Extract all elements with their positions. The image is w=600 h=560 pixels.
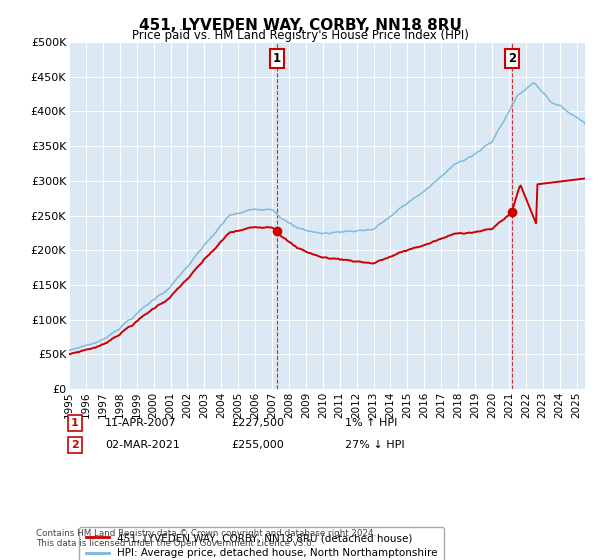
Text: 451, LYVEDEN WAY, CORBY, NN18 8RU: 451, LYVEDEN WAY, CORBY, NN18 8RU	[139, 18, 461, 33]
Text: 1: 1	[71, 418, 79, 428]
Text: 1% ↑ HPI: 1% ↑ HPI	[345, 418, 397, 428]
Text: 27% ↓ HPI: 27% ↓ HPI	[345, 440, 404, 450]
Text: 1: 1	[272, 52, 281, 65]
Text: This data is licensed under the Open Government Licence v3.0.: This data is licensed under the Open Gov…	[36, 539, 314, 548]
Text: £255,000: £255,000	[231, 440, 284, 450]
Text: Price paid vs. HM Land Registry's House Price Index (HPI): Price paid vs. HM Land Registry's House …	[131, 29, 469, 42]
Text: Contains HM Land Registry data © Crown copyright and database right 2024.: Contains HM Land Registry data © Crown c…	[36, 529, 376, 538]
Text: £227,500: £227,500	[231, 418, 284, 428]
Text: 2: 2	[508, 52, 516, 65]
Text: 11-APR-2007: 11-APR-2007	[105, 418, 176, 428]
Legend: 451, LYVEDEN WAY, CORBY, NN18 8RU (detached house), HPI: Average price, detached: 451, LYVEDEN WAY, CORBY, NN18 8RU (detac…	[79, 527, 443, 560]
Text: 2: 2	[71, 440, 79, 450]
Text: 02-MAR-2021: 02-MAR-2021	[105, 440, 180, 450]
